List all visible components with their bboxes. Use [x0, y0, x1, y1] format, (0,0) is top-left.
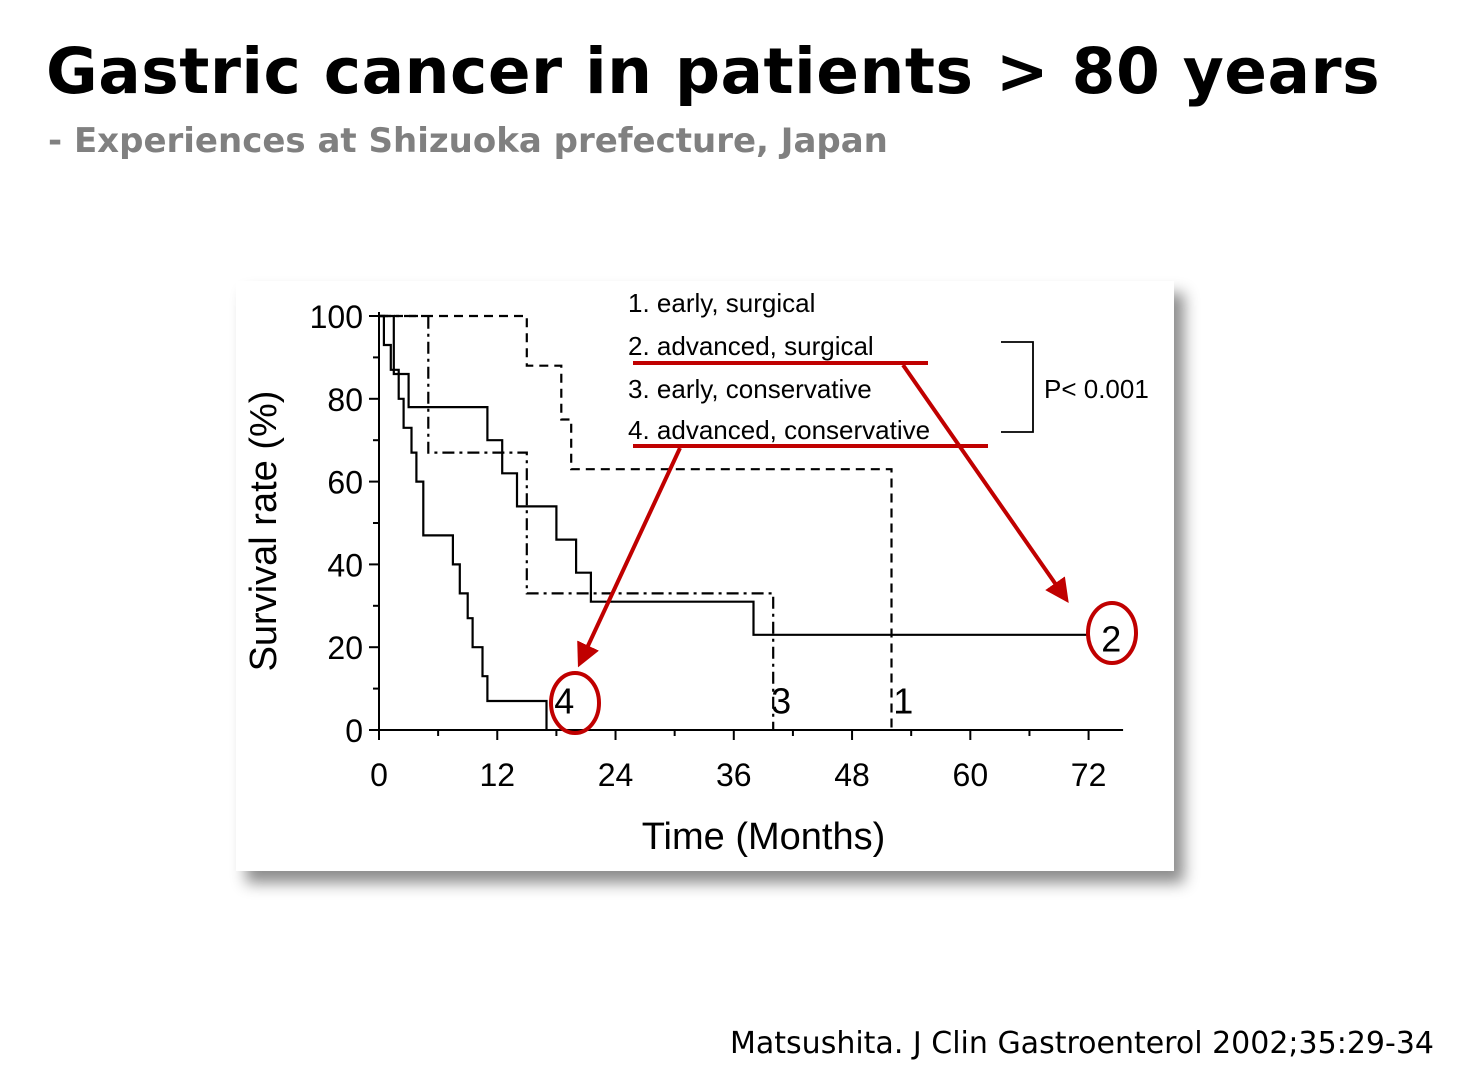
curve-series-1	[379, 314, 893, 730]
x-tick-label: 72	[1071, 757, 1107, 793]
curve-end-label-2: 2	[1101, 618, 1121, 659]
y-tick-label: 0	[345, 713, 363, 749]
circle-highlight-4	[549, 671, 601, 735]
slide-title: Gastric cancer in patients > 80 years	[46, 35, 1381, 108]
curve-series-4	[379, 314, 548, 730]
curve-end-label-4: 4	[554, 680, 574, 721]
y-tick-label: 80	[327, 382, 363, 418]
y-tick-label: 100	[310, 299, 363, 335]
legend-entry-2: 2. advanced, surgical	[628, 331, 874, 361]
x-tick-label: 36	[716, 757, 752, 793]
y-axis-title: Survival rate (%)	[243, 391, 285, 672]
citation: Matsushita. J Clin Gastroenterol 2002;35…	[730, 1026, 1434, 1061]
legend-entry-4: 4. advanced, conservative	[628, 415, 930, 445]
x-tick-label: 60	[953, 757, 989, 793]
legend-entry-1: 1. early, surgical	[628, 288, 815, 318]
arrow-to-curve-2	[901, 363, 1069, 603]
x-tick-label: 12	[479, 757, 515, 793]
legend-entry-3: 3. early, conservative	[628, 374, 872, 404]
y-tick-label: 20	[327, 630, 363, 666]
circle-highlight-2	[1086, 601, 1138, 665]
x-axis-title: Time (Months)	[642, 816, 886, 858]
arrow-to-curve-4	[577, 447, 682, 668]
y-tick-label: 40	[327, 547, 363, 583]
curve-series-3	[379, 314, 775, 730]
curve-end-label-1: 1	[893, 680, 913, 721]
x-tick-label: 24	[598, 757, 634, 793]
x-tick-label: 48	[834, 757, 870, 793]
curve-end-label-3: 3	[771, 680, 791, 721]
slide-subtitle: - Experiences at Shizuoka prefecture, Ja…	[48, 121, 888, 161]
y-tick-label: 60	[327, 465, 363, 501]
curve-series-2	[379, 314, 1089, 636]
pvalue-label: P< 0.001	[1044, 374, 1149, 404]
pvalue-bracket	[1001, 341, 1034, 433]
survival-chart-figure: 0 20 40 60 80 100 0 12 24 36 48 60 72 Time (Months) Su…	[236, 281, 1174, 871]
x-tick-label: 0	[370, 757, 388, 793]
